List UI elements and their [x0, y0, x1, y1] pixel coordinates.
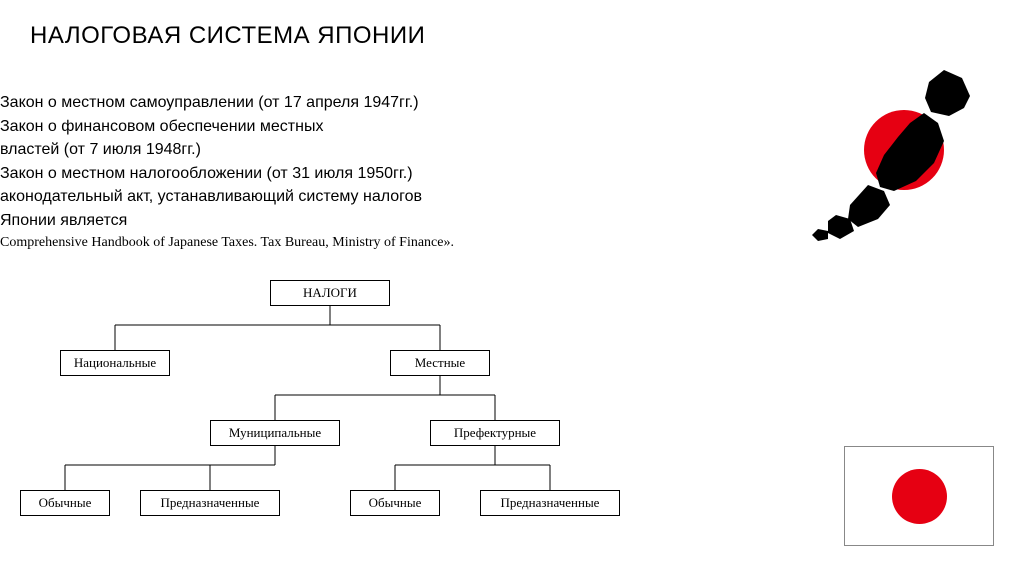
japan-map-icon — [794, 65, 984, 245]
text-line: Закон о местном налогообложении (от 31 и… — [0, 163, 640, 185]
text-line: Японии является — [0, 210, 640, 232]
japan-flag-icon — [844, 446, 994, 546]
body-text-block: Закон о местном самоуправлении (от 17 ап… — [0, 92, 640, 254]
chart-connectors — [10, 280, 710, 560]
node-designated-1: Предназначенные — [140, 490, 280, 516]
page-title: НАЛОГОВАЯ СИСТЕМА ЯПОНИИ — [30, 22, 425, 50]
node-municipal: Муниципальные — [210, 420, 340, 446]
node-ordinary-2: Обычные — [350, 490, 440, 516]
node-ordinary-1: Обычные — [20, 490, 110, 516]
node-national: Национальные — [60, 350, 170, 376]
text-line: Закон о местном самоуправлении (от 17 ап… — [0, 92, 640, 114]
node-prefectural: Префектурные — [430, 420, 560, 446]
text-line: Закон о финансовом обеспечении местных — [0, 116, 640, 138]
text-line: властей (от 7 июля 1948гг.) — [0, 139, 640, 161]
citation-text: Comprehensive Handbook of Japanese Taxes… — [0, 234, 640, 253]
node-designated-2: Предназначенные — [480, 490, 620, 516]
node-local: Местные — [390, 350, 490, 376]
flag-disc — [892, 469, 947, 524]
node-root: НАЛОГИ — [270, 280, 390, 306]
tax-hierarchy-chart: НАЛОГИ Национальные Местные Муниципальны… — [10, 280, 710, 560]
text-line: аконодательный акт, устанавливающий сист… — [0, 186, 640, 208]
